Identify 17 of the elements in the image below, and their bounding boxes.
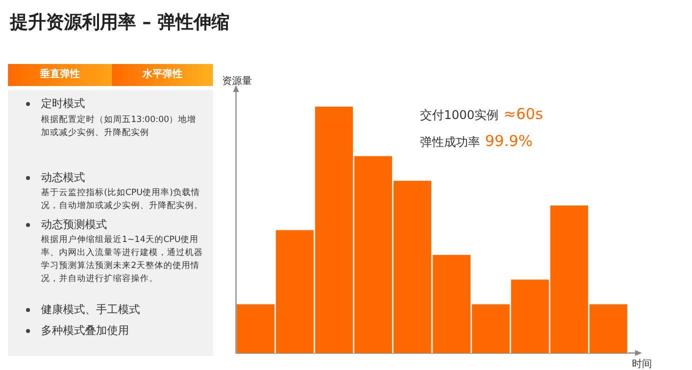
annotation: ≈60s (504, 105, 544, 123)
text: 多种模式叠加使用 (40, 323, 130, 338)
text: 垂直弹性 (8, 64, 112, 86)
annotation: 弹性成功率 (420, 135, 480, 149)
y-axis-title: 资源量 (222, 75, 252, 88)
text: 水平弹性 (112, 64, 213, 86)
text: 根据用户伸缩组最近1~14天的CPU使用率、内网出入流量等进行建模，通过机器学习预测算法预测未来2天整体的使用情况，并自动进行扩缩容操作。 (40, 234, 204, 286)
text: 根据配置定时（如周五13:00:00）地增加或减少实例、升降配实例 (40, 114, 198, 140)
chart-title: 提升资源利用率 – 弹性伸缩 (10, 11, 230, 34)
annotation: 交付1000实例 (420, 108, 499, 122)
annotation: 99.9% (485, 132, 533, 150)
x-axis-title: 时间 (632, 358, 652, 370)
text: 定时模式 (40, 96, 86, 111)
text: 动态模式 (40, 170, 86, 185)
text: 健康模式、手工模式 (40, 302, 141, 317)
text: 动态预测模式 (40, 217, 108, 232)
text: 基于云监控指标(比如CPU使用率)负载情况，自动增加或减少实例、升降配实例。 (40, 187, 204, 213)
